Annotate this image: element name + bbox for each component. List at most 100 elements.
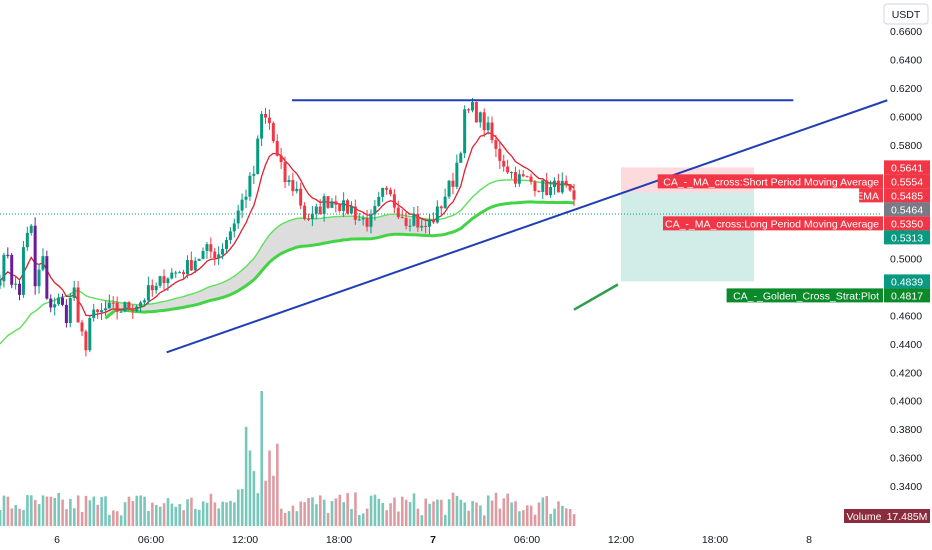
candle[interactable] [560, 180, 564, 193]
candle[interactable] [564, 180, 568, 185]
candle[interactable] [299, 188, 303, 206]
candle[interactable] [139, 302, 143, 307]
candle[interactable] [174, 272, 178, 274]
candle[interactable] [349, 206, 353, 214]
candle[interactable] [33, 225, 37, 287]
candle[interactable] [502, 160, 506, 167]
candle[interactable] [224, 239, 228, 249]
candle[interactable] [529, 176, 533, 182]
candle[interactable] [357, 219, 361, 221]
candle[interactable] [37, 269, 41, 287]
candle[interactable] [96, 309, 100, 313]
candle[interactable] [541, 180, 545, 192]
candle[interactable] [178, 272, 182, 274]
candle[interactable] [29, 225, 33, 233]
candle[interactable] [552, 180, 556, 188]
candle[interactable] [533, 181, 537, 192]
trendlines[interactable] [166, 99, 888, 354]
candle[interactable] [369, 214, 373, 227]
candle[interactable] [80, 322, 84, 332]
candle[interactable] [267, 117, 271, 124]
candle[interactable] [408, 225, 412, 227]
candle[interactable] [424, 225, 428, 227]
candle[interactable] [271, 123, 275, 142]
candle[interactable] [2, 254, 6, 282]
candle[interactable] [310, 213, 314, 220]
candle[interactable] [459, 153, 463, 163]
candle[interactable] [68, 298, 72, 323]
candle[interactable] [119, 311, 123, 313]
price-axis[interactable]: USDT 0.66000.64000.62000.60000.58000.560… [883, 3, 929, 493]
candle[interactable] [240, 199, 244, 211]
candle[interactable] [521, 174, 525, 177]
candle[interactable] [303, 205, 307, 219]
candle[interactable] [25, 232, 29, 248]
short-position-box[interactable] [0, 167, 880, 282]
candle[interactable] [494, 140, 498, 149]
candle[interactable] [287, 180, 291, 183]
candle[interactable] [166, 278, 170, 284]
target-zone[interactable] [621, 192, 755, 282]
candle[interactable] [41, 256, 45, 270]
candle[interactable] [21, 247, 25, 295]
candle[interactable] [291, 180, 295, 192]
candle[interactable] [490, 122, 494, 141]
candle[interactable] [451, 180, 455, 187]
candle[interactable] [111, 302, 115, 304]
candle[interactable] [248, 175, 252, 197]
candle[interactable] [549, 187, 553, 196]
candle[interactable] [10, 254, 14, 285]
candle[interactable] [92, 309, 96, 318]
candle[interactable] [385, 187, 389, 190]
candle[interactable] [0, 281, 2, 286]
candle[interactable] [228, 231, 232, 240]
candle[interactable] [517, 174, 521, 184]
candle[interactable] [283, 162, 287, 183]
candle[interactable] [57, 297, 61, 305]
candle[interactable] [396, 207, 400, 218]
candle[interactable] [556, 180, 560, 193]
candle[interactable] [217, 254, 221, 259]
candle[interactable] [545, 180, 549, 196]
candle[interactable] [431, 219, 435, 223]
candle[interactable] [76, 287, 80, 323]
candle[interactable] [525, 176, 529, 178]
candle[interactable] [123, 302, 127, 312]
candle[interactable] [170, 272, 174, 279]
candle[interactable] [416, 213, 420, 228]
candle[interactable] [478, 112, 482, 123]
candle[interactable] [295, 188, 299, 192]
candle[interactable] [510, 172, 514, 174]
candle[interactable] [435, 206, 439, 223]
candle[interactable] [326, 196, 330, 208]
candle[interactable] [330, 201, 334, 208]
candle[interactable] [420, 225, 424, 228]
candle[interactable] [64, 304, 68, 323]
candle[interactable] [443, 196, 447, 209]
candle[interactable] [72, 287, 76, 299]
candle[interactable] [135, 306, 139, 311]
candle[interactable] [244, 196, 248, 200]
candle[interactable] [381, 187, 385, 197]
candle[interactable] [236, 210, 240, 224]
candle[interactable] [182, 272, 186, 275]
candle[interactable] [314, 206, 318, 214]
candle[interactable] [537, 191, 541, 193]
candle[interactable] [53, 304, 57, 308]
candle[interactable] [279, 155, 283, 163]
candle[interactable] [412, 213, 416, 226]
candle[interactable] [150, 285, 154, 291]
candle[interactable] [463, 109, 467, 154]
candle[interactable] [346, 200, 350, 214]
currency-badge[interactable] [883, 3, 929, 25]
candle[interactable] [88, 317, 92, 351]
candle[interactable] [447, 180, 451, 197]
candle[interactable] [486, 122, 490, 131]
trendline-plot-segment[interactable] [573, 283, 619, 311]
candle[interactable] [377, 196, 381, 206]
candle[interactable] [306, 218, 310, 220]
candle[interactable] [342, 200, 346, 211]
candle[interactable] [439, 206, 443, 209]
candle[interactable] [264, 114, 268, 118]
